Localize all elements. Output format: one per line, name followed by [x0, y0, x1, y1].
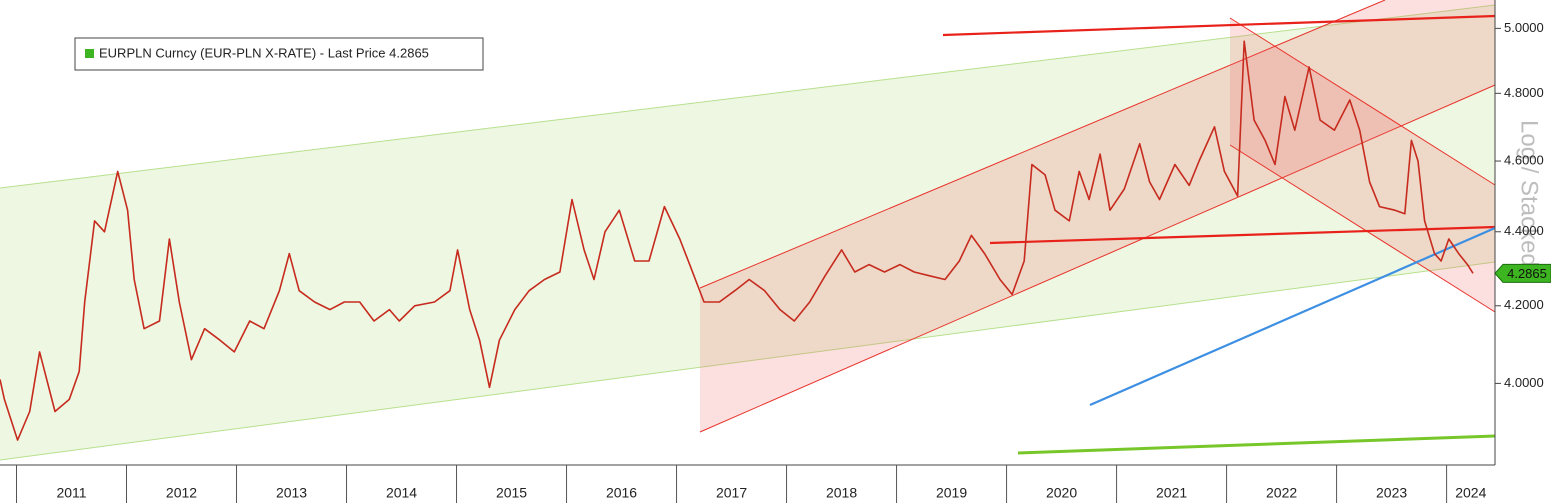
x-tick-label: 2016 [606, 485, 637, 501]
x-tick-label: 2012 [166, 485, 197, 501]
red-down-bottom [1229, 144, 1496, 313]
x-tick-label: 2017 [716, 485, 747, 501]
x-tick-label: 2024 [1455, 485, 1486, 501]
last-price-tag [1494, 263, 1551, 283]
x-tick-label: 2019 [936, 485, 967, 501]
y-tick-label: 4.8000 [1504, 85, 1544, 100]
scale-label: Log / Stacked [1516, 120, 1543, 267]
legend: EURPLN Curncy (EUR-PLN X-RATE) - Last Pr… [74, 37, 484, 71]
red-up-top [699, 0, 1386, 289]
legend-label: EURPLN Curncy (EUR-PLN X-RATE) - Last Pr… [99, 45, 429, 60]
red-down-top [1229, 17, 1496, 186]
red-down-channel [1230, 18, 1495, 312]
y-tick-label: 4.0000 [1504, 375, 1544, 390]
price-line [0, 40, 1474, 441]
y-tick-label: 5.0000 [1504, 20, 1544, 35]
red-up-channel [700, 0, 1495, 432]
green-trend [1017, 434, 1496, 455]
x-tick-label: 2023 [1376, 485, 1407, 501]
x-tick-label: 2021 [1156, 485, 1187, 501]
support-line [989, 225, 1496, 245]
green-channel-top [0, 4, 1496, 189]
legend-box [74, 37, 484, 71]
resistance-line [942, 14, 1496, 37]
y-tick-label: 4.6000 [1504, 152, 1544, 167]
drawings [0, 0, 1496, 461]
x-tick-label: 2011 [56, 485, 86, 501]
blue-trend [1089, 226, 1496, 407]
x-tick-label: 2018 [826, 485, 857, 501]
x-tick-label: 2022 [1266, 485, 1297, 501]
series-layer [0, 40, 1474, 441]
legend-swatch [85, 49, 94, 58]
x-tick-label: 2020 [1046, 485, 1077, 501]
green-channel-bottom [0, 261, 1496, 461]
last-price-label: 4.2865 [1507, 266, 1547, 281]
x-tick-label: 2014 [386, 485, 417, 501]
green-channel [0, 5, 1495, 460]
y-tick-label: 4.4000 [1504, 223, 1544, 238]
y-tick-label: 4.2000 [1504, 297, 1544, 312]
x-tick-label: 2013 [276, 485, 307, 501]
x-tick-label: 2015 [496, 485, 527, 501]
